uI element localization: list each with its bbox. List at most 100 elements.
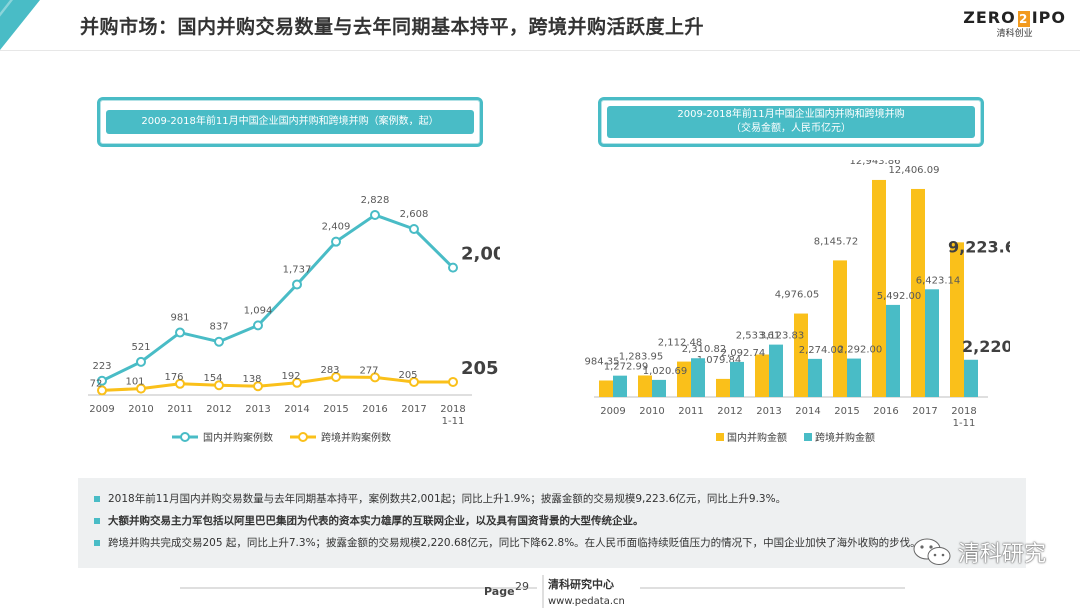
data-label: 521	[131, 342, 150, 353]
data-label: 277	[359, 365, 378, 376]
header-divider	[0, 50, 1080, 51]
bar	[950, 242, 964, 397]
left-chart-title: 2009-2018年前11月中国企业国内并购和跨境并购（案例数，起）	[106, 110, 474, 134]
series-line	[101, 213, 455, 383]
x-tick-label: 2009	[89, 404, 114, 415]
data-label: 2,828	[361, 195, 390, 206]
data-label: 1,079.84	[697, 355, 742, 366]
data-label: 1,020.69	[643, 366, 688, 377]
data-label: 192	[281, 371, 300, 382]
x-tick-label: 2010	[128, 404, 153, 415]
data-point	[448, 376, 458, 387]
bar	[872, 179, 886, 397]
x-tick-label: 2013	[756, 406, 781, 417]
data-label: 1,094	[244, 305, 273, 316]
legend-label: 国内并购案例数	[203, 431, 273, 444]
bar	[677, 361, 691, 397]
data-label: 101	[125, 377, 144, 388]
bar	[833, 260, 847, 397]
note-item: 跨境并购共完成交易205 起，同比上升7.3%；披露金额的交易规模2,220.6…	[94, 535, 921, 550]
page-number: 29	[515, 580, 529, 593]
bar-chart: 2009 2010 2011 2012 2013 2014 2015 2016 2017 2018…	[585, 160, 1011, 444]
bullet-icon	[94, 518, 100, 524]
data-point	[292, 377, 302, 388]
data-point	[331, 236, 341, 247]
data-label: 2,092.74	[721, 348, 766, 359]
note-item: 2018年前11月国内并购交易数量与去年同期基本持平，案例数共2,001起；同比…	[94, 491, 786, 506]
footer: Page 29 清科研究中心 www.pedata.cn	[180, 575, 905, 608]
data-point	[97, 385, 107, 396]
data-label: 138	[242, 374, 261, 385]
bar	[691, 358, 705, 397]
page-title: 并购市场：国内并购交易数量与去年同期基本持平，跨境并购活跃度上升	[80, 16, 705, 38]
bar	[964, 359, 978, 397]
x-tick-label: 2015	[323, 404, 348, 415]
logo-mark: 2	[1017, 10, 1030, 27]
data-label: 223	[92, 361, 111, 372]
x-tick-label: 2018	[440, 404, 465, 415]
wechat-watermark: 清科研究	[912, 536, 1046, 568]
data-point	[448, 262, 458, 273]
data-label: 4,976.05	[775, 290, 820, 301]
x-tick-label: 2017	[912, 406, 937, 417]
data-label: 1,272.99	[604, 362, 649, 373]
bar	[769, 344, 783, 397]
x-tick-label: 2015	[834, 406, 859, 417]
data-label: 72	[90, 378, 103, 389]
data-label: 2,001	[461, 244, 500, 265]
data-label: 2,533.61	[736, 331, 781, 342]
x-tick-label: 2012	[717, 406, 742, 417]
wechat-icon	[913, 538, 951, 565]
logo-text-left: ZERO	[963, 8, 1016, 27]
data-point	[253, 320, 263, 331]
data-label: 9,223.60	[948, 237, 1010, 256]
bullet-icon	[94, 540, 100, 546]
data-point	[370, 372, 380, 383]
legend-swatch	[804, 433, 812, 441]
x-tick-label: 2010	[639, 406, 664, 417]
x-tick-label: 2018	[951, 406, 976, 417]
bar	[638, 375, 652, 397]
data-point	[409, 224, 419, 235]
bar	[613, 375, 627, 397]
data-label: 2,220.68	[962, 337, 1010, 356]
data-label: 154	[203, 373, 222, 384]
bar	[808, 358, 822, 397]
data-point	[214, 380, 224, 391]
bar	[652, 379, 666, 397]
x-tick-label: 2009	[600, 406, 625, 417]
data-label: 3,123.83	[760, 331, 805, 342]
corner-decoration	[0, 0, 40, 50]
bar	[716, 378, 730, 397]
right-chart-title: 2009-2018年前11月中国企业国内并购和跨境并购 （交易金额，人民币亿元）	[607, 106, 975, 138]
legend-label: 跨境并购金额	[815, 431, 875, 444]
x-tick-label: 2013	[245, 404, 270, 415]
legend-swatch	[716, 433, 724, 441]
data-label: 283	[320, 365, 339, 376]
x-tick-label: 2011	[678, 406, 703, 417]
data-label: 205	[461, 358, 499, 379]
x-tick-label: 2016	[873, 406, 898, 417]
legend-marker	[180, 432, 190, 442]
data-label: 205	[398, 370, 417, 381]
legend-label: 国内并购金额	[727, 431, 787, 444]
legend-marker	[298, 432, 308, 442]
x-tick-label: 2017	[401, 404, 426, 415]
data-label: 1,737	[283, 264, 312, 275]
data-label: 2,292.00	[838, 345, 883, 356]
page-label: Page	[484, 585, 515, 598]
data-label: 2,409	[322, 222, 351, 233]
data-point	[292, 279, 302, 290]
data-label: 981	[170, 313, 189, 324]
right-chart-title-box: 2009-2018年前11月中国企业国内并购和跨境并购 （交易金额，人民币亿元）	[598, 97, 984, 147]
data-label: 2,274.00	[799, 345, 844, 356]
data-label: 5,492.00	[877, 291, 922, 302]
data-point	[331, 371, 341, 382]
x-tick-label: 2011	[167, 404, 192, 415]
org-name: 清科研究中心	[548, 577, 614, 591]
series-line	[101, 375, 453, 392]
data-label: 1,283.95	[619, 351, 664, 362]
bullet-icon	[94, 496, 100, 502]
bar	[925, 289, 939, 397]
bar	[730, 361, 744, 397]
